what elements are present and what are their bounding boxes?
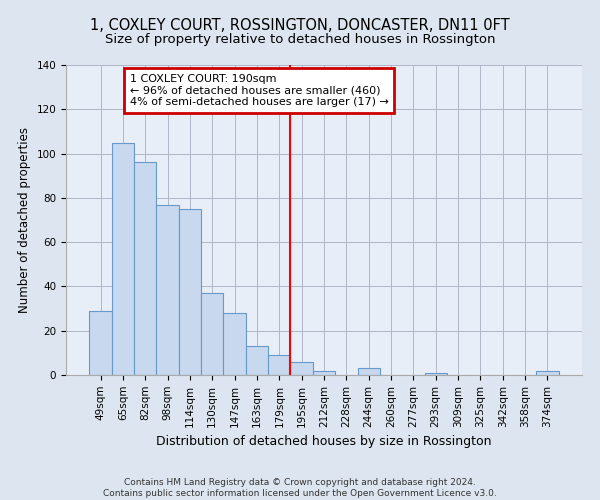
Bar [536,370,559,375]
Bar [201,293,223,375]
Bar [157,204,179,375]
Bar [313,370,335,375]
X-axis label: Distribution of detached houses by size in Rossington: Distribution of detached houses by size … [156,435,492,448]
Bar [358,368,380,375]
Bar [290,362,313,375]
Text: Contains HM Land Registry data © Crown copyright and database right 2024.
Contai: Contains HM Land Registry data © Crown c… [103,478,497,498]
Bar [89,311,112,375]
Text: 1, COXLEY COURT, ROSSINGTON, DONCASTER, DN11 0FT: 1, COXLEY COURT, ROSSINGTON, DONCASTER, … [90,18,510,32]
Bar [425,373,447,375]
Text: Size of property relative to detached houses in Rossington: Size of property relative to detached ho… [105,32,495,46]
Y-axis label: Number of detached properties: Number of detached properties [18,127,31,313]
Bar [112,142,134,375]
Bar [134,162,157,375]
Bar [223,313,246,375]
Bar [246,346,268,375]
Bar [268,355,290,375]
Bar [179,209,201,375]
Text: 1 COXLEY COURT: 190sqm
← 96% of detached houses are smaller (460)
4% of semi-det: 1 COXLEY COURT: 190sqm ← 96% of detached… [130,74,389,107]
